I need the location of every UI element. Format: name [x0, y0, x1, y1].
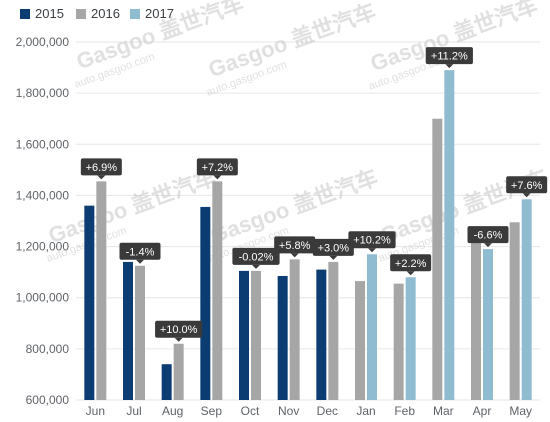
y-tick-label: 1,200,000	[16, 240, 70, 254]
bar-2015-Dec	[316, 269, 327, 400]
legend-swatch-2015	[20, 9, 30, 19]
annotation-box	[467, 226, 509, 244]
annotation-box	[196, 158, 238, 176]
annotation-label: +2.2%	[395, 258, 427, 270]
annotation-box	[390, 254, 432, 272]
annotation-pointer	[290, 253, 299, 258]
annotation-pointer	[329, 255, 338, 260]
bar-2015-Aug	[161, 364, 172, 400]
annotation-box	[80, 158, 122, 176]
annotation-label: +10.0%	[160, 324, 198, 336]
annotation-box	[155, 320, 203, 338]
bar-2015-Oct	[239, 270, 249, 400]
bar-2015-Jun	[84, 205, 95, 400]
x-tick-label: May	[509, 404, 532, 418]
y-tick-label: 1,400,000	[16, 188, 70, 202]
y-tick-label: 800,000	[26, 342, 70, 356]
annotation-box	[232, 247, 280, 265]
x-tick-label: Dec	[317, 404, 338, 418]
annotation-box	[425, 47, 473, 65]
annotation-label: +10.2%	[353, 235, 391, 247]
x-tick-label: Mar	[433, 404, 454, 418]
watermark-logo: Gasgoo 盖世汽车	[367, 0, 541, 76]
x-tick-label: Jul	[126, 404, 141, 418]
bar-2017-Apr	[483, 249, 493, 400]
annotation-pointer	[484, 243, 492, 248]
annotation-pointer	[136, 259, 144, 264]
annotation-box	[348, 231, 396, 249]
annotation-label: +6.9%	[86, 162, 118, 174]
annotation-pointer	[368, 248, 376, 253]
annotation-label: +5.8%	[279, 240, 311, 252]
annotation-label: -6.6%	[474, 230, 503, 242]
bar-2015-Nov	[277, 275, 288, 400]
annotation-label: +11.2%	[431, 51, 468, 63]
annotation-box	[506, 176, 548, 194]
annotation-pointer	[406, 271, 415, 276]
bar-2016-Dec	[328, 261, 339, 400]
legend-label-2016: 2016	[91, 6, 120, 21]
annotation-label: -0.02%	[239, 251, 274, 263]
x-tick-label: Apr	[473, 404, 492, 418]
annotation-pointer	[252, 264, 260, 269]
annotation-label: +3.0%	[318, 242, 350, 254]
bar-2016-Jul	[135, 265, 145, 400]
legend-label-2017: 2017	[145, 6, 174, 21]
bar-2016-Oct	[251, 270, 261, 400]
bar-2017-May	[521, 199, 532, 400]
annotation-box	[119, 242, 161, 260]
bar-2016-Aug	[173, 343, 184, 400]
legend-swatch-2016	[76, 9, 86, 19]
annotation-label: +7.6%	[511, 180, 543, 192]
bar-2015-Sep	[200, 206, 211, 400]
x-tick-label: Jan	[356, 404, 375, 418]
bar-2016-Jan	[355, 281, 365, 400]
y-tick-label: 1,600,000	[16, 137, 70, 151]
legend-label-2015: 2015	[35, 6, 64, 21]
bar-2016-Nov	[289, 259, 300, 400]
x-tick-label: Oct	[241, 404, 260, 418]
annotation-pointer	[522, 193, 531, 198]
watermark-logo: Gasgoo 盖世汽车	[45, 165, 219, 249]
y-tick-label: 600,000	[26, 393, 70, 407]
x-tick-label: Jun	[86, 404, 105, 418]
annotation-pointer	[174, 337, 183, 342]
bar-2016-Feb	[393, 283, 404, 400]
y-tick-label: 1,800,000	[16, 86, 70, 100]
y-tick-label: 1,000,000	[16, 291, 70, 305]
bar-2016-May	[509, 222, 520, 400]
legend-swatch-2017	[130, 9, 140, 19]
annotation-pointer	[445, 64, 454, 69]
bar-2017-Feb	[405, 277, 416, 400]
x-tick-label: Sep	[201, 404, 223, 418]
annotation-pointer	[213, 175, 222, 180]
x-tick-label: Nov	[278, 404, 299, 418]
x-tick-label: Feb	[394, 404, 415, 418]
annotation-label: -1.4%	[126, 246, 155, 258]
bar-2016-Jun	[96, 181, 107, 400]
bar-2016-Apr	[471, 228, 481, 400]
annotation-label: +7.2%	[202, 162, 234, 174]
y-tick-label: 2,000,000	[16, 35, 70, 49]
bar-2016-Mar	[432, 118, 443, 400]
annotation-box	[274, 236, 316, 254]
bar-2017-Jan	[367, 254, 377, 400]
bar-2016-Sep	[212, 181, 223, 400]
annotation-box	[312, 238, 354, 256]
bar-2015-Jul	[123, 261, 133, 400]
x-tick-label: Aug	[162, 404, 183, 418]
annotation-pointer	[97, 175, 106, 180]
bar-2017-Mar	[444, 70, 455, 400]
